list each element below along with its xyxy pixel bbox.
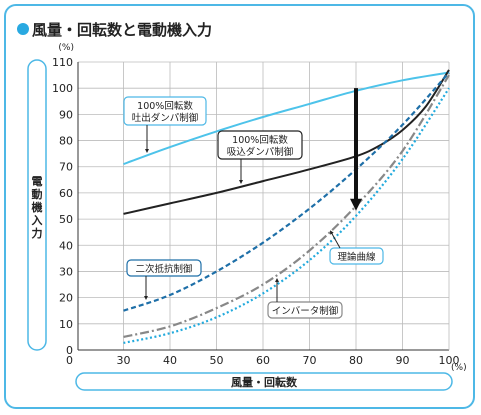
origin-label: 0 [66,354,73,367]
series-line-discharge-damper [123,71,450,166]
series-line-secondary-resistance [123,71,450,312]
legend-theoretical-text: 理論曲線 [337,251,376,263]
y-tick-label: 80 [59,135,73,148]
legend-inverter-text: インバータ制御 [272,305,339,317]
y-tick-label: 50 [59,213,73,226]
x-tick-label: 30 [117,354,131,367]
y-tick-label: 110 [52,56,73,69]
y-tick-label: 60 [59,187,73,200]
y-axis-unit: (%) [58,43,74,53]
chart-title: 風量・回転数と電動機入力 [32,21,212,39]
y-axis-label-pill [27,59,47,351]
legend-discharge-damper-text: 吐出ダンパ制御 [132,112,199,124]
x-tick-label: 70 [303,354,317,367]
y-tick-label: 20 [59,292,73,305]
chart-frame [4,4,475,409]
legend-suction-damper-text: 吸込ダンパ制御 [227,146,294,158]
legend-suction-damper-box [217,130,303,160]
series-line-suction-damper [123,69,450,215]
legend-discharge-damper-box [123,96,207,126]
y-axis-label-char: 動 [32,187,43,201]
legend-theoretical-leader [330,230,341,249]
x-tick-label: 100 [439,354,460,367]
x-tick-label: 40 [163,354,177,367]
reduction-arrow-head [350,198,362,211]
y-tick-label: 90 [59,108,73,121]
y-axis-label-char: 入 [32,214,43,227]
x-axis-label: 風量・回転数 [231,375,298,389]
legend-discharge-damper-text: 100%回転数 [137,100,193,112]
x-tick-label: 50 [210,354,224,367]
x-axis-label-pill [75,372,453,391]
y-tick-label: 40 [59,239,73,252]
y-tick-label: 30 [59,265,73,278]
legend-suction-damper-text: 100%回転数 [232,134,288,146]
y-tick-label: 10 [59,318,73,331]
legend-secondary-resistance-box [126,259,202,277]
series-line-theoretical [123,87,450,344]
y-axis-label-char: 電 [32,175,43,188]
legend-theoretical-box [329,247,384,265]
y-tick-label: 0 [66,344,73,357]
x-tick-label: 90 [396,354,410,367]
legend-inverter-box [267,301,343,319]
y-tick-label: 70 [59,161,73,174]
y-axis-label-char: 機 [32,200,43,214]
y-axis-label-char: 力 [32,226,43,240]
x-tick-label: 80 [349,354,363,367]
x-axis-unit: (%) [451,363,467,373]
title-bullet-icon [17,23,29,35]
y-tick-label: 100 [52,82,73,95]
series-line-inverter [123,74,450,338]
legend-secondary-resistance-text: 二次抵抗制御 [135,263,192,275]
x-tick-label: 60 [256,354,270,367]
